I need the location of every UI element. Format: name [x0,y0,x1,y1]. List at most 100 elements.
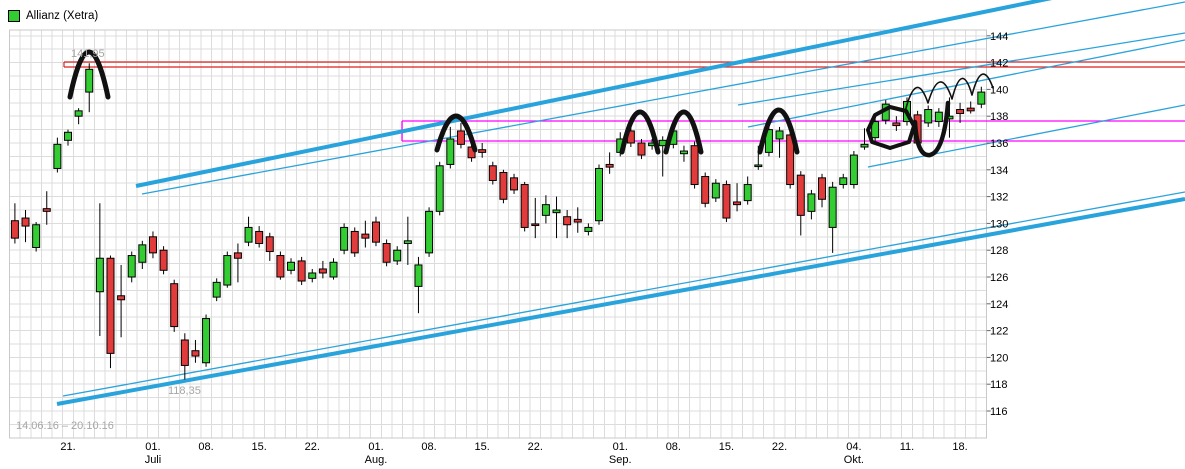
y-axis-label: 122 [990,326,1008,338]
candle-down [520,184,529,228]
annotation-arch-early-sep-1 [619,109,661,155]
candle-up [541,204,550,216]
x-axis-label: 22. [528,441,543,453]
grid [9,29,988,439]
candle-down [796,174,805,216]
legend-title: Allianz (Xetra) [26,10,99,22]
candle-down [563,216,572,226]
candle-up [202,318,211,364]
candle-up [807,193,816,212]
candle-down [701,176,710,204]
candle-up [860,143,869,148]
date-range-label: 14.06.16 – 20.10.16 [16,420,114,432]
y-axis-labels: 144 142 140 138 136 134 132 130 128 126 124 122 120 1… [986,31,1008,418]
y-axis-label: 120 [990,352,1008,364]
candle-up [329,261,338,278]
candle-up [403,240,412,245]
x-axis-month-label: Sep. [609,454,632,466]
candle-down [456,130,465,145]
y-axis-label: 130 [990,218,1008,230]
annotation-arch-early-sep-2 [663,109,704,155]
y-axis-label: 126 [990,272,1008,284]
x-axis-label: 15. [719,441,734,453]
drawn-annotations [67,49,994,158]
x-axis-label: 01. [368,441,383,453]
candle-down [966,107,975,112]
candle-up [552,209,561,214]
candle-up [743,184,752,202]
candle-down [382,243,391,263]
x-axis-label: 22. [305,441,320,453]
candle-up [924,109,933,124]
candle-down [361,233,370,239]
blue-trendline [141,1,1185,195]
candle-down [106,257,115,354]
x-axis-label: 01. [145,441,160,453]
candles [10,63,986,380]
candle-up [754,164,763,168]
x-axis-month-label: Okt. [844,454,864,466]
x-axis-label: 08. [198,441,213,453]
candle-down [637,142,646,156]
trendlines [56,0,1185,406]
candle-down [478,149,487,153]
candle-down [499,171,508,200]
candle-down [733,201,742,206]
candle-down [297,260,306,282]
candle-up [775,130,784,140]
candle-down [510,177,519,191]
candle-down [117,295,126,301]
x-axis-label: 22. [772,441,787,453]
candle-up [977,91,986,105]
low-price-label: 118,35 [168,385,201,397]
candle-up [287,261,296,271]
x-axis-label: 04. [846,441,861,453]
y-axis-label: 116 [990,406,1008,418]
candle-up [393,249,402,262]
x-axis-label: 08. [421,441,436,453]
annotation-u-arc [912,100,951,158]
y-axis-label: 140 [990,84,1008,96]
blue-trendline [56,197,1185,406]
candle-up [127,255,136,278]
blue-trendline [867,104,1185,168]
candle-up [764,129,773,153]
candle-down [318,268,327,274]
candle-down [818,177,827,200]
x-axis-label: 15. [252,441,267,453]
candle-down [892,122,901,127]
candle-up [74,110,83,117]
candle-down [170,283,179,328]
candle-down [276,255,285,278]
candle-down [10,220,19,239]
candle-down [786,134,795,186]
candle-up [244,226,253,243]
x-axis-label: 08. [666,441,681,453]
candle-up [95,257,104,293]
candle-up [414,264,423,287]
candle-up [679,150,688,155]
candle-down [265,236,274,253]
annotation-scallop-waves [904,73,994,113]
blue-trendline [62,191,1185,397]
candle-up [584,226,593,232]
annotation-arch-june-top [67,49,111,100]
x-axis-label: 21. [60,441,75,453]
candle-down [605,163,614,168]
x-axis-label: 11. [900,441,914,453]
candle-down [21,217,30,227]
candle-up [839,177,848,186]
candle-up [32,224,41,249]
candle-down [488,165,497,182]
y-axis-label: 128 [990,245,1008,257]
candle-down [42,208,51,212]
legend-color-swatch [8,10,20,22]
candle-up [212,281,221,298]
candle-up [425,210,434,254]
candle-up [711,182,720,199]
x-axis-month-label: Aug. [365,454,388,466]
candle-up [308,272,317,279]
candle-up [435,165,444,212]
